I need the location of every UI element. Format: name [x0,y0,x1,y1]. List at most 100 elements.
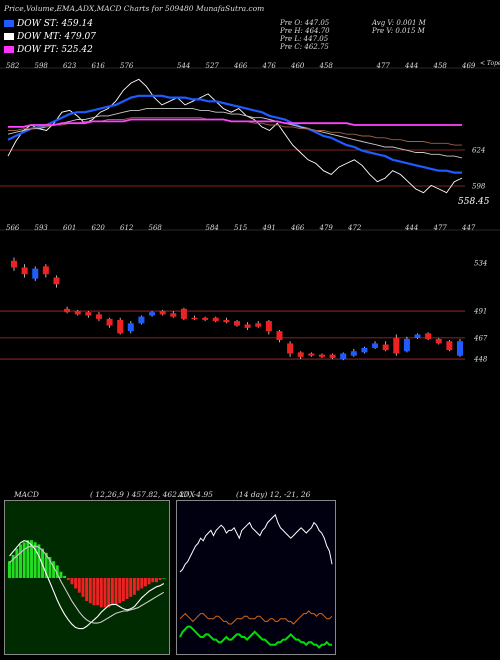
candle-body [457,341,463,356]
macd-histogram-bar [22,542,26,578]
candle-axis-label: 534 [474,260,487,268]
candle-body [340,353,347,360]
macd-signal-line [9,545,165,624]
macd-histogram-bar [74,578,78,589]
macd-histogram-bar [143,578,147,587]
candle-top-label: 491 [262,224,276,232]
candle-body [414,334,421,338]
candle-body [372,343,379,348]
candle-body [170,313,177,317]
candle-top-label: 515 [234,224,248,232]
price-top-label: 458 [433,62,448,70]
candle-top-label: 620 [92,224,106,232]
legend-label: DOW MT: 479.07 [17,32,96,42]
price-ema-chart: 624 598 582 598 623 616 576 544 527 466 476 460 458 4… [0,60,500,207]
candle-body [85,312,92,316]
candle-top-label: 568 [149,224,163,232]
macd-line [9,540,165,630]
candle-body [191,317,198,320]
legend-dow-pt: DOW PT: 525.42 [4,45,93,55]
legend-label: DOW ST: 459.14 [17,19,93,29]
candle-top-label: 479 [319,224,334,232]
candle-body [74,311,81,315]
macd-histogram-bar [96,578,100,606]
ema-series-line [7,78,463,194]
candle-body [21,267,28,275]
candle-body [149,312,156,316]
macd-histogram-bar [136,578,140,591]
price-top-label: 476 [262,62,277,70]
candle-body [234,321,240,326]
macd-histogram-bar [132,578,136,595]
quote-low: Pre L: 447.05 [280,35,329,43]
candle-body [382,344,389,351]
legend-swatch [4,20,14,27]
macd-histogram-bar [103,578,107,608]
candle-top-label: 566 [6,224,20,232]
price-top-label: 460 [290,62,305,70]
macd-histogram-bar [15,548,19,578]
price-top-label: 527 [206,62,220,70]
macd-histogram-bar [26,540,30,578]
macd-histogram-bar [158,578,162,581]
candle-body [308,353,315,356]
candle-body [255,323,262,327]
price-top-label: 544 [177,62,190,70]
candle-body [42,266,49,275]
candle-top-label: 477 [433,224,448,232]
candle-body [138,316,145,324]
adx-frame [176,500,336,655]
candle-body [403,338,410,352]
ema-series-line [8,118,462,128]
legend-swatch [4,33,14,40]
candle-body [318,354,325,357]
minus-di-line [179,610,333,625]
candle-top-label: 466 [290,224,305,232]
candle-body [180,308,187,319]
macd-histogram-bar [77,578,81,593]
macd-histogram-bar [85,578,89,602]
candle-top-label: 601 [63,224,76,232]
candle-body [64,308,71,313]
macd-histogram-bar [107,578,111,608]
legend-dow-st: DOW ST: 459.14 [4,19,93,29]
macd-histogram-bar [30,540,33,578]
ema-series-line [7,108,463,159]
candle-body [53,277,60,285]
macd-histogram-bar [19,544,22,578]
legend-dow-mt: DOW MT: 479.07 [4,32,96,42]
macd-histogram-bar [66,578,70,581]
macd-label: MACD [14,490,39,499]
candle-body [244,324,251,328]
candlestick-chart: 566 593 601 620 612 568 584 515 491 466 479 472 444 4… [0,224,500,364]
macd-histogram-bar [88,578,92,604]
candle-body [425,333,432,339]
macd-histogram-bar [59,571,63,578]
candle-top-label: 593 [35,224,49,232]
price-top-label: 623 [63,62,77,70]
price-axis-label: 624 [472,147,485,155]
candle-top-label: 447 [461,224,476,232]
price-top-label: 582 [6,62,20,70]
quote-avg-volume: Avg V: 0.001 M [372,19,426,27]
candle-body [435,338,442,344]
candle-body [11,260,17,268]
macd-histogram-bar [52,561,56,578]
macd-histogram-bar [48,557,52,578]
quote-close: Pre C: 462.75 [280,43,329,51]
candle-body [212,317,219,322]
candle-body [276,331,283,341]
macd-histogram-bar [8,561,11,578]
macd-params: ( 12,26,9 ) 457.82, 462.27, -4.95 [90,490,213,499]
macd-histogram-bar [99,578,103,608]
candle-axis-label: 467 [473,334,488,342]
price-top-label: 469 [461,62,476,70]
macd-histogram-bar [129,578,133,597]
macd-histogram-bar [114,578,118,606]
price-corner-label: < Tope [480,60,500,67]
candle-body [32,268,39,279]
candle-body [350,351,357,356]
adx-params: (14 day) 12, -21, 26 [236,490,311,499]
macd-histogram-bar [44,552,48,578]
adx-label: ADX [178,490,195,499]
